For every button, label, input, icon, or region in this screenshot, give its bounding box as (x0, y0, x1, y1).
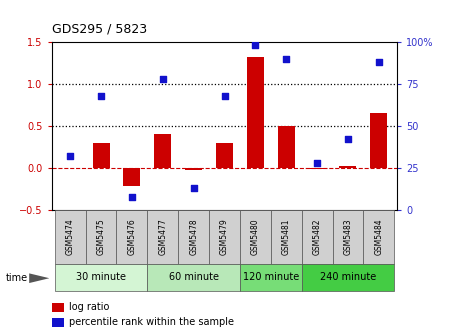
Bar (339, 166, 357, 168)
Bar (370, 114, 387, 168)
Text: GSM5481: GSM5481 (282, 219, 291, 255)
Text: GSM5480: GSM5480 (251, 218, 260, 255)
Text: GDS295 / 5823: GDS295 / 5823 (52, 22, 147, 35)
FancyBboxPatch shape (363, 210, 394, 264)
FancyBboxPatch shape (302, 210, 333, 264)
Point (221, 93, 228, 98)
Bar (154, 134, 171, 168)
Bar (123, 168, 141, 186)
Point (190, 185, 197, 191)
Point (344, 137, 352, 142)
Text: GSM5482: GSM5482 (313, 219, 321, 255)
FancyBboxPatch shape (333, 210, 363, 264)
Text: 120 minute: 120 minute (242, 272, 299, 282)
FancyBboxPatch shape (240, 264, 302, 291)
Bar (185, 168, 202, 170)
FancyBboxPatch shape (271, 210, 302, 264)
Polygon shape (29, 274, 49, 283)
FancyBboxPatch shape (178, 210, 209, 264)
FancyBboxPatch shape (209, 210, 240, 264)
Text: time: time (5, 273, 27, 283)
Point (66, 154, 74, 159)
FancyBboxPatch shape (147, 210, 178, 264)
FancyBboxPatch shape (147, 264, 240, 291)
Text: GSM5474: GSM5474 (66, 218, 75, 255)
Text: GSM5476: GSM5476 (128, 218, 136, 255)
Text: GSM5483: GSM5483 (343, 218, 352, 255)
Point (252, 43, 259, 48)
Bar (308, 168, 326, 169)
Text: 60 minute: 60 minute (169, 272, 219, 282)
Text: 30 minute: 30 minute (76, 272, 126, 282)
Point (313, 160, 321, 166)
FancyBboxPatch shape (86, 210, 116, 264)
Text: GSM5475: GSM5475 (97, 218, 106, 255)
Text: GSM5479: GSM5479 (220, 218, 229, 255)
FancyBboxPatch shape (116, 210, 147, 264)
Point (128, 194, 136, 199)
Text: log ratio: log ratio (69, 302, 110, 312)
FancyBboxPatch shape (302, 264, 394, 291)
Text: 240 minute: 240 minute (320, 272, 376, 282)
Bar (247, 57, 264, 168)
Bar (52, 318, 64, 327)
Point (375, 59, 383, 65)
Text: GSM5477: GSM5477 (158, 218, 167, 255)
Text: GSM5478: GSM5478 (189, 218, 198, 255)
FancyBboxPatch shape (55, 264, 147, 291)
Bar (216, 143, 233, 168)
Text: GSM5484: GSM5484 (374, 218, 383, 255)
Point (283, 56, 290, 61)
Bar (52, 303, 64, 312)
FancyBboxPatch shape (240, 210, 271, 264)
Bar (92, 143, 110, 168)
Bar (278, 126, 295, 168)
FancyBboxPatch shape (55, 210, 86, 264)
Point (159, 76, 166, 82)
Point (97, 93, 105, 98)
Text: percentile rank within the sample: percentile rank within the sample (69, 317, 234, 327)
